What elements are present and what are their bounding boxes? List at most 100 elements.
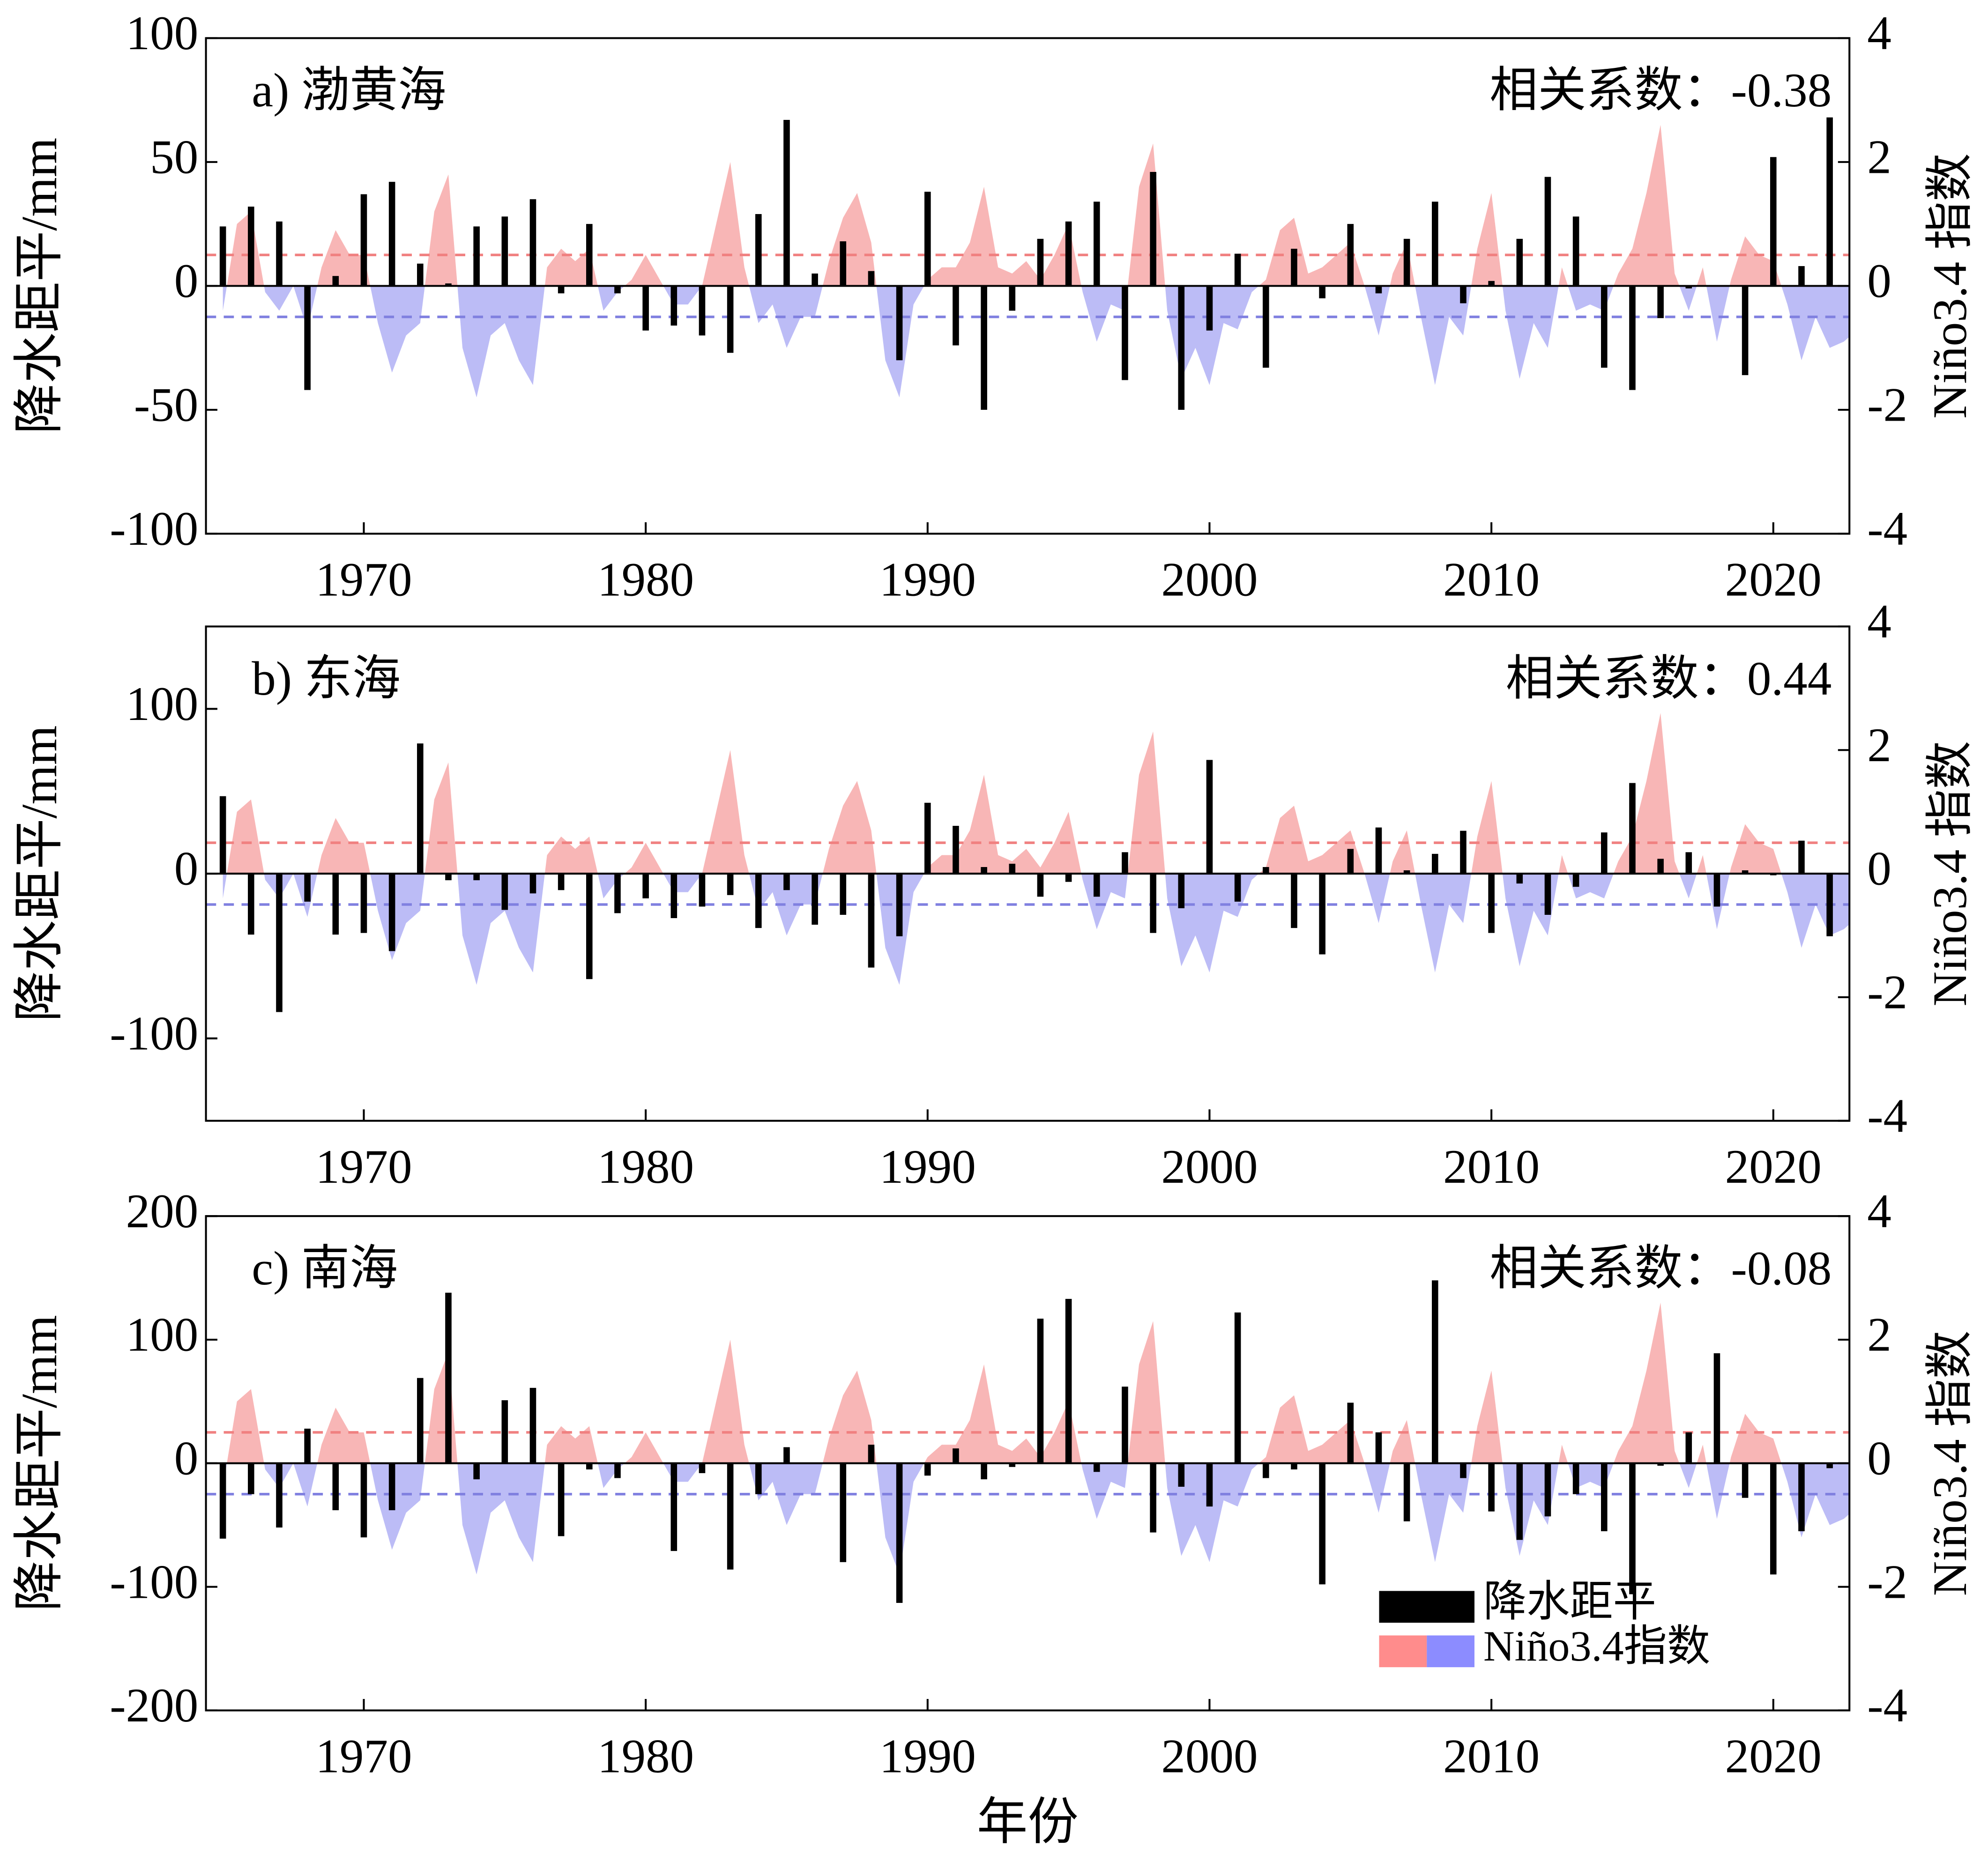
bar xyxy=(614,286,621,294)
panel-label: a) 渤黄海 xyxy=(252,64,446,117)
bar xyxy=(219,1463,226,1539)
bar xyxy=(1685,286,1692,289)
y-tick-label: 100 xyxy=(126,677,199,731)
y2-tick-label: 4 xyxy=(1867,595,1891,648)
bar xyxy=(1432,201,1438,286)
bar xyxy=(1150,172,1156,286)
x-tick-label: 1970 xyxy=(315,1140,412,1194)
bar xyxy=(1685,852,1692,874)
bar xyxy=(1713,874,1720,907)
bar xyxy=(1403,238,1410,286)
bar xyxy=(1150,1463,1156,1533)
bar xyxy=(1319,874,1325,955)
bar xyxy=(1770,1463,1777,1575)
bar xyxy=(783,874,790,890)
bar xyxy=(727,1463,734,1570)
annotation: 相关系数：-0.38 xyxy=(1489,64,1832,117)
nino-area-negative xyxy=(223,1463,1850,1575)
y-axis-label: 降水距平/mm xyxy=(11,138,67,434)
bar xyxy=(840,241,847,286)
bar xyxy=(276,874,283,1012)
x-tick-label: 2000 xyxy=(1161,1730,1258,1783)
bar xyxy=(1122,286,1128,380)
x-tick-label: 1990 xyxy=(879,553,976,607)
y-tick-label: -50 xyxy=(134,378,198,432)
bar xyxy=(529,874,536,894)
bar xyxy=(670,286,678,326)
y-tick-label: 0 xyxy=(174,254,199,308)
bar xyxy=(1122,1387,1128,1463)
y2-tick-label: 0 xyxy=(1867,1431,1891,1485)
bar xyxy=(755,874,762,928)
bar xyxy=(1657,1463,1664,1466)
bar xyxy=(304,1428,311,1463)
y-tick-label: 0 xyxy=(174,842,199,896)
bar xyxy=(840,874,847,915)
y2-axis-label: Niño3.4 指数 xyxy=(1923,1330,1977,1596)
x-tick-label: 1970 xyxy=(315,553,412,607)
bar xyxy=(1826,117,1833,286)
bar xyxy=(1375,827,1382,874)
bar xyxy=(1742,870,1749,874)
y2-tick-label: -2 xyxy=(1867,378,1907,432)
bar xyxy=(840,1463,847,1562)
bar xyxy=(304,286,311,390)
bar xyxy=(276,1463,283,1528)
nino-area-negative xyxy=(223,874,1850,985)
bar xyxy=(558,1463,565,1536)
x-tick-label: 2010 xyxy=(1443,553,1540,607)
bar xyxy=(1263,1463,1269,1478)
x-axis-label: 年份 xyxy=(977,1794,1079,1850)
bar xyxy=(1516,1463,1523,1540)
bar xyxy=(1375,286,1382,294)
bar xyxy=(1572,1463,1579,1494)
x-tick-label: 2020 xyxy=(1725,1140,1822,1194)
bar xyxy=(332,1463,339,1511)
bar xyxy=(1291,1463,1297,1469)
bar xyxy=(670,874,678,919)
y-tick-label: -200 xyxy=(110,1679,198,1732)
bar xyxy=(248,874,254,935)
y2-tick-label: 0 xyxy=(1867,842,1891,896)
bar xyxy=(755,1463,762,1494)
y-tick-label: 200 xyxy=(126,1185,199,1238)
bar xyxy=(953,1448,959,1463)
y2-tick-label: -2 xyxy=(1867,1555,1907,1609)
bar xyxy=(248,1463,254,1494)
bar xyxy=(529,199,536,286)
bar xyxy=(981,1463,987,1480)
bar xyxy=(473,874,480,881)
legend-swatch xyxy=(1379,1635,1427,1668)
bar xyxy=(558,874,565,890)
bar xyxy=(1488,281,1495,286)
bar xyxy=(896,874,903,936)
y2-axis-label: Niño3.4 指数 xyxy=(1923,741,1977,1007)
bar xyxy=(1347,224,1354,286)
bar xyxy=(1037,1319,1044,1463)
x-tick-label: 2020 xyxy=(1725,1730,1822,1783)
bar xyxy=(755,214,762,286)
bar xyxy=(1009,863,1016,874)
bar xyxy=(1601,832,1608,874)
bar xyxy=(1094,201,1100,286)
bar xyxy=(332,874,339,935)
bar xyxy=(1037,238,1044,286)
y2-tick-label: 2 xyxy=(1867,1308,1891,1362)
bar xyxy=(1460,1463,1467,1478)
bar xyxy=(304,874,311,902)
bar xyxy=(1234,253,1241,286)
bar xyxy=(586,224,593,286)
bar xyxy=(699,1463,706,1473)
x-tick-label: 2010 xyxy=(1443,1140,1540,1194)
bar xyxy=(1544,1463,1551,1517)
bar xyxy=(586,1463,593,1469)
bar xyxy=(473,1463,480,1480)
bar xyxy=(501,1400,508,1463)
bar xyxy=(360,194,367,286)
bar xyxy=(1685,1432,1692,1463)
bar xyxy=(1826,874,1833,936)
bar xyxy=(614,874,621,913)
bar xyxy=(445,874,452,881)
